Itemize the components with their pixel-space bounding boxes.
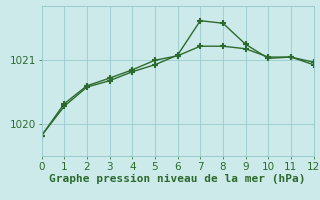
X-axis label: Graphe pression niveau de la mer (hPa): Graphe pression niveau de la mer (hPa) — [49, 174, 306, 184]
